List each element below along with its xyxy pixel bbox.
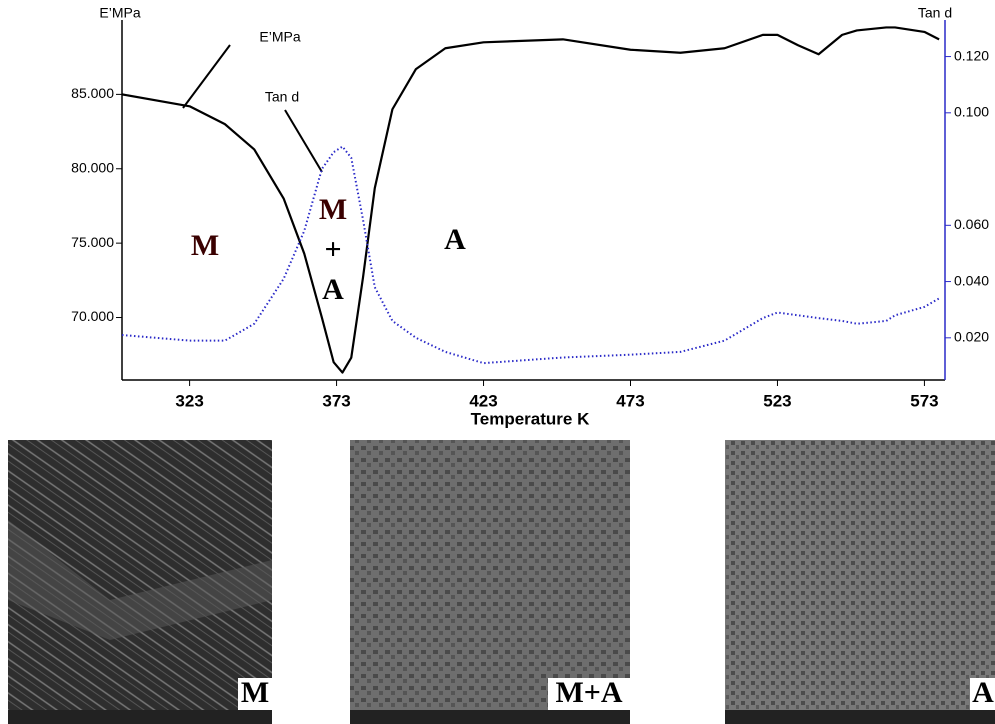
y2-tick-label: 0.100	[954, 104, 989, 120]
y2-axis-title: Tan d	[918, 5, 952, 21]
y-tick-label: 75.000	[71, 234, 114, 250]
x-tick-label: 473	[616, 391, 644, 410]
region-label: A	[322, 273, 344, 306]
y2-tick-label: 0.120	[954, 47, 989, 63]
micrograph-a: A	[725, 440, 995, 724]
x-tick-label: 523	[763, 391, 791, 410]
x-tick-label: 573	[910, 391, 938, 410]
x-tick-label: 323	[175, 391, 203, 410]
micrograph-m: M	[8, 440, 272, 724]
y-tick-label: 85.000	[71, 85, 114, 101]
micrograph-label: M+A	[555, 676, 622, 709]
series-line	[122, 147, 939, 364]
y-axis-title: E’MPa	[99, 5, 140, 21]
region-label: M	[191, 229, 219, 262]
pointer	[285, 110, 322, 172]
x-axis-title: Temperature K	[471, 409, 590, 428]
series-label: Tan d	[265, 89, 299, 105]
y-tick-label: 70.000	[71, 308, 114, 324]
micrograph-label: A	[972, 676, 994, 709]
region-label: A	[444, 223, 466, 256]
pointer	[183, 45, 230, 108]
series-line	[122, 27, 939, 372]
y-tick-label: 80.000	[71, 159, 114, 175]
x-tick-label: 423	[469, 391, 497, 410]
region-label: +	[324, 233, 341, 266]
series-label: E’MPa	[259, 29, 300, 45]
figure: M M+A A E’MPa Tan d E’MPa Tan d Temperat…	[0, 0, 995, 724]
micrograph-label: M	[241, 676, 269, 709]
micrograph-m-a: M+A	[350, 440, 630, 724]
region-label: M	[319, 193, 347, 226]
y2-tick-label: 0.060	[954, 216, 989, 232]
y2-tick-label: 0.020	[954, 329, 989, 345]
x-tick-label: 373	[322, 391, 350, 410]
y2-tick-label: 0.040	[954, 272, 989, 288]
